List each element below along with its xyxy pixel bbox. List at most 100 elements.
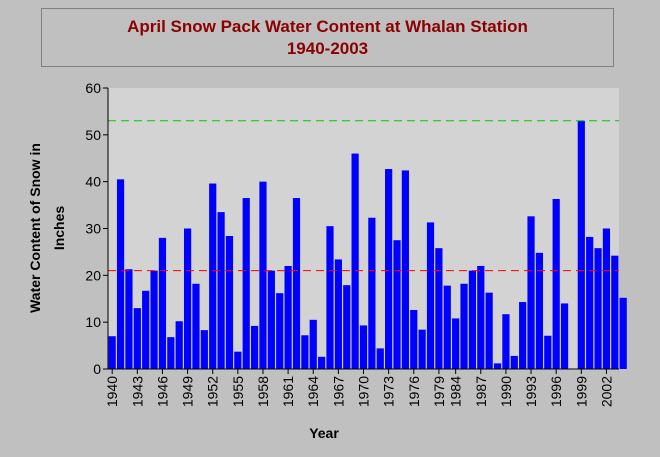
bar-1952 — [209, 183, 217, 369]
bar-1949 — [183, 228, 192, 369]
x-tick-label: 1999 — [573, 376, 589, 407]
bar-1996 — [552, 199, 560, 369]
bar-1977 — [418, 329, 426, 369]
bar-1986 — [468, 270, 476, 369]
y-axis-label-line-2: Inches — [51, 206, 67, 251]
bar-1975 — [401, 170, 409, 369]
bar-1968 — [343, 285, 351, 369]
x-tick-label: 1973 — [381, 376, 397, 407]
bar-1990 — [502, 314, 510, 369]
bars-group — [108, 120, 627, 369]
bar-1964 — [309, 319, 317, 369]
x-tick-label: 1940 — [104, 376, 120, 407]
bar-1992 — [519, 302, 527, 369]
bar-1960 — [276, 293, 284, 369]
bar-1988 — [485, 292, 493, 369]
bar-1946 — [158, 237, 167, 369]
bar-1966 — [326, 226, 334, 369]
bar-2000 — [586, 236, 594, 369]
bar-1979 — [435, 248, 443, 369]
bar-1943 — [133, 308, 141, 369]
x-tick-label: 1970 — [356, 376, 372, 407]
x-tick-label: 1993 — [523, 376, 539, 407]
x-tick-label: 1964 — [305, 376, 321, 407]
bar-1945 — [150, 270, 158, 369]
bar-1991 — [510, 355, 518, 369]
bar-2002 — [602, 228, 611, 369]
chart-subtitle: 1940-2003 — [286, 39, 369, 58]
bar-1970 — [359, 325, 368, 369]
x-tick-label: 1946 — [154, 376, 170, 407]
bar-1995 — [544, 335, 552, 369]
x-tick-label: 1955 — [230, 376, 246, 407]
x-ticks: 1940 1943 1946 1949 1952 1955 1958 1961 1964 1967… — [104, 369, 614, 407]
bar-1953 — [217, 212, 225, 369]
bar-1950 — [192, 283, 200, 369]
x-tick-label: 1984 — [448, 376, 464, 407]
bar-1962 — [292, 198, 301, 369]
chart-title: April Snow Pack Water Content at Whalan … — [127, 17, 528, 36]
bar-1955 — [234, 351, 242, 369]
bar-1971 — [368, 217, 376, 369]
bar-1963 — [301, 335, 309, 369]
bar-1978 — [426, 222, 435, 369]
y-tick-label: 50 — [85, 127, 101, 143]
bar-1999 — [577, 120, 585, 369]
bar-1961 — [284, 265, 292, 369]
x-tick-label: 1943 — [129, 376, 145, 407]
bar-1973 — [385, 169, 393, 369]
x-tick-label: 1952 — [205, 376, 221, 407]
bar-undefined — [619, 297, 627, 369]
bar-1972 — [376, 348, 384, 369]
reference-lines — [108, 120, 619, 272]
bar-1957 — [251, 325, 259, 369]
bar-1947 — [167, 337, 175, 369]
bar-1997 — [560, 303, 569, 369]
bar-1974 — [393, 240, 401, 369]
x-tick-label: 1961 — [280, 376, 296, 407]
y-tick-label: 60 — [85, 80, 101, 96]
y-ticks: 0 10 20 30 40 50 60 — [85, 80, 108, 377]
bar-1969 — [351, 153, 359, 369]
bar-1994 — [535, 252, 544, 369]
x-tick-label: 1979 — [431, 376, 447, 407]
bar-1940 — [108, 336, 116, 369]
chart-title-box: April Snow Pack Water Content at Whalan … — [41, 8, 614, 67]
bar-1984 — [452, 318, 460, 369]
x-axis-label: Year — [309, 425, 339, 441]
bar-1976 — [410, 309, 418, 369]
bar-1965 — [318, 356, 326, 369]
bar-2003 — [611, 255, 619, 369]
y-tick-label: 40 — [85, 174, 101, 190]
x-tick-label: 1990 — [498, 376, 514, 407]
bar-1956 — [242, 198, 250, 369]
bar-1989 — [493, 363, 502, 369]
bar-1958 — [259, 181, 267, 369]
x-tick-label: 1949 — [180, 376, 196, 407]
x-tick-label: 1996 — [548, 376, 564, 407]
y-tick-label: 30 — [85, 221, 101, 237]
bar-1987 — [477, 265, 485, 369]
bar-1985 — [460, 283, 468, 369]
bar-1948 — [175, 321, 183, 369]
y-tick-label: 10 — [85, 314, 101, 330]
y-tick-label: 20 — [85, 267, 101, 283]
bar-1967 — [334, 259, 342, 369]
x-tick-label: 1958 — [255, 376, 271, 407]
x-tick-label: 1967 — [330, 376, 346, 407]
bar-1983 — [443, 285, 451, 369]
x-tick-label: 2002 — [598, 376, 614, 407]
bar-1954 — [225, 235, 234, 369]
bar-1942 — [125, 269, 133, 369]
x-tick-label: 1987 — [473, 376, 489, 407]
y-axis-label-line-1: Water Content of Snow in — [27, 143, 43, 313]
bar-1951 — [200, 330, 208, 369]
y-axis-label: Water Content of Snow in Inches — [27, 143, 67, 313]
x-tick-label: 1976 — [406, 376, 422, 407]
bar-1944 — [142, 290, 150, 369]
bar-1993 — [527, 216, 535, 369]
bar-1959 — [267, 270, 275, 369]
y-tick-label: 0 — [93, 361, 101, 377]
bar-2001 — [594, 248, 602, 369]
